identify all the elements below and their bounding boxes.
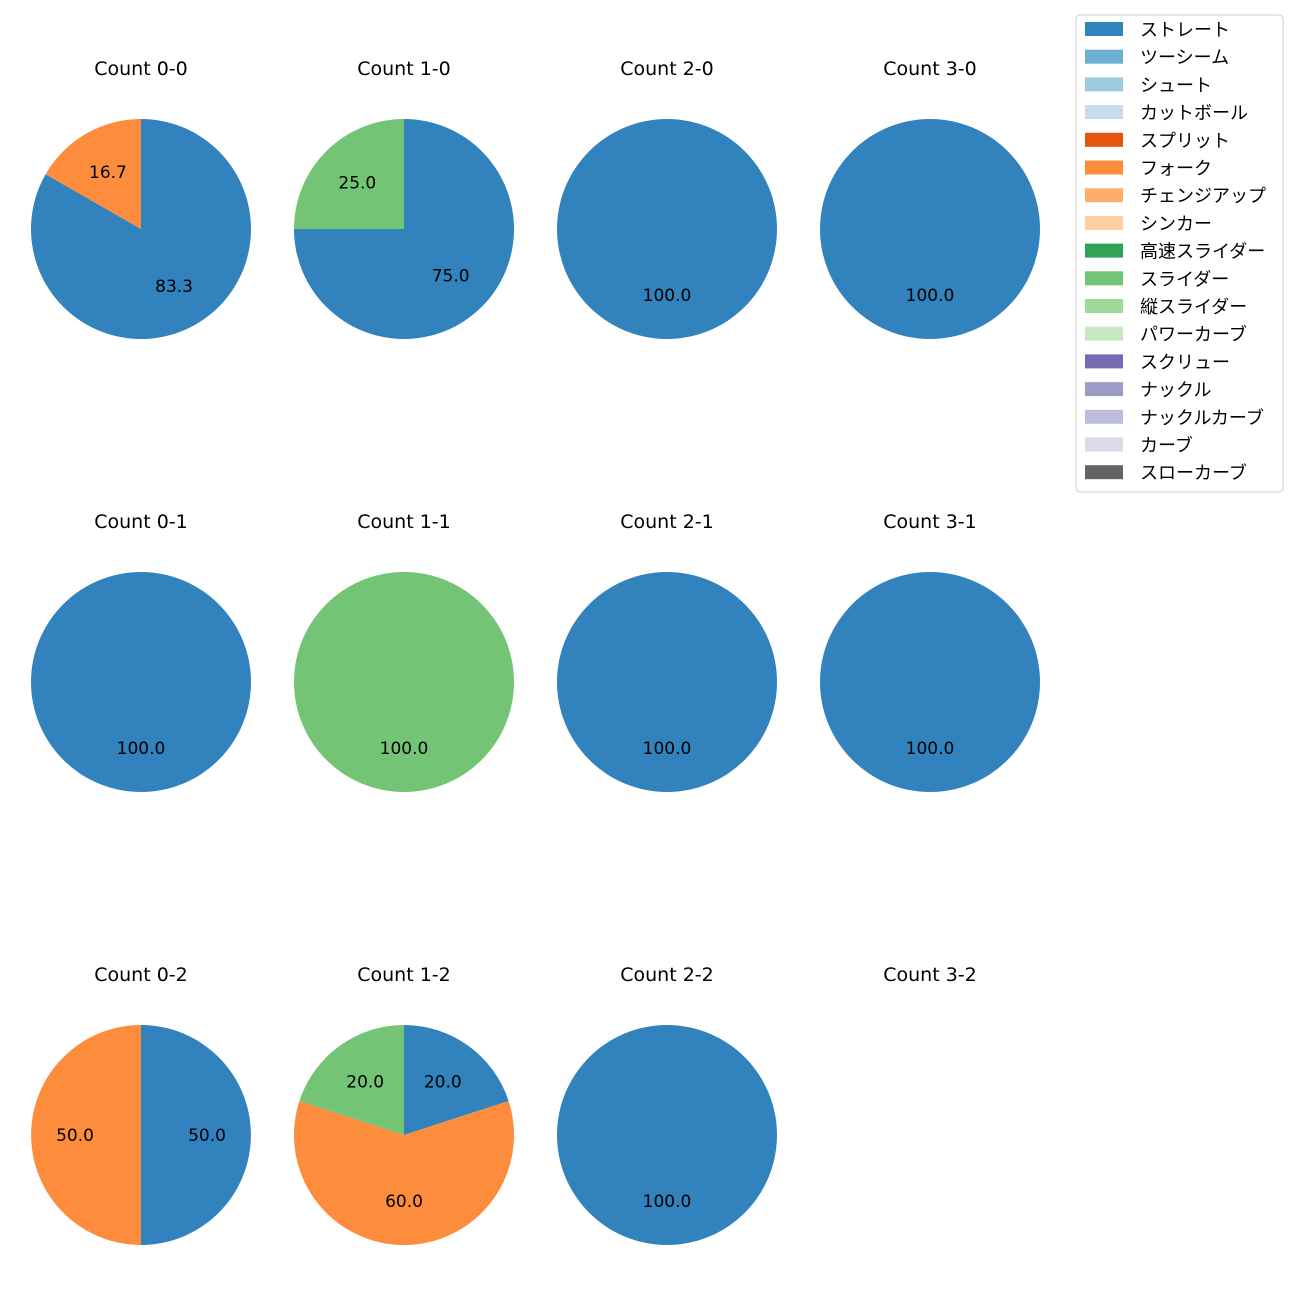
legend-swatch — [1085, 49, 1123, 64]
slice-label: 50.0 — [188, 1126, 226, 1146]
chart-title: Count 1-0 — [357, 58, 451, 80]
chart-title: Count 0-0 — [94, 58, 188, 80]
chart-title: Count 2-2 — [620, 964, 714, 986]
legend-label: スライダー — [1140, 269, 1229, 290]
legend-label: 縦スライダー — [1140, 297, 1247, 318]
slice-label: 75.0 — [432, 267, 470, 287]
pie-slice — [820, 119, 1040, 339]
chart-title: Count 2-1 — [620, 511, 714, 533]
pie-chart-4: Count 3-0 100.0 — [820, 58, 1040, 339]
legend-swatch — [1085, 188, 1123, 203]
legend-swatch — [1085, 243, 1123, 258]
pie-slice — [45, 119, 141, 229]
legend-swatch — [1085, 409, 1123, 424]
legend: ストレートツーシームシュートカットボールスプリットフォークチェンジアップシンカー… — [1075, 14, 1284, 493]
pie-slice — [293, 1101, 514, 1245]
chart-title: Count 0-2 — [94, 964, 188, 986]
chart-title: Count 3-1 — [883, 511, 977, 533]
pie-chart-1: Count 0-0 83.3 16.7 — [31, 58, 252, 339]
pie-chart-3: Count 2-0 100.0 — [557, 58, 777, 339]
legend-swatch — [1085, 215, 1123, 230]
chart-title: Count 1-2 — [357, 964, 451, 986]
pie-slice — [31, 572, 251, 792]
legend-label: パワーカーブ — [1140, 324, 1247, 346]
slice-label: 100.0 — [906, 739, 955, 759]
slice-label: 60.0 — [385, 1192, 423, 1212]
legend-swatch — [1085, 326, 1123, 341]
slice-label: 20.0 — [346, 1073, 384, 1093]
legend-label: チェンジアップ — [1140, 186, 1266, 207]
legend-swatch — [1085, 132, 1123, 147]
legend-label: スプリット — [1140, 131, 1230, 152]
slice-label: 16.7 — [89, 163, 127, 183]
legend-swatch — [1085, 465, 1123, 480]
slice-label: 25.0 — [338, 173, 376, 193]
slice-label: 100.0 — [380, 739, 429, 759]
legend-swatch — [1085, 299, 1123, 313]
legend-label: ツーシーム — [1140, 48, 1229, 69]
chart-title: Count 3-2 — [883, 964, 977, 986]
chart-title: Count 0-1 — [94, 511, 188, 533]
legend-label: 高速スライダー — [1140, 242, 1265, 263]
slice-label: 100.0 — [643, 739, 692, 759]
pie-slice — [404, 1025, 509, 1135]
pie-chart-6: Count 1-1 100.0 — [294, 511, 514, 792]
legend-label: カットボール — [1140, 103, 1248, 124]
chart-title: Count 3-0 — [883, 58, 977, 80]
legend-swatch — [1085, 22, 1123, 36]
legend-swatch — [1085, 77, 1123, 92]
legend-swatch — [1085, 160, 1123, 175]
legend-label: シュート — [1140, 75, 1212, 96]
pie-slice — [141, 1025, 251, 1245]
pie-slice — [31, 119, 252, 339]
slice-label: 83.3 — [155, 277, 193, 297]
pie-slice — [294, 572, 514, 792]
slice-label: 100.0 — [906, 286, 955, 306]
legend-swatch — [1085, 354, 1123, 369]
slice-label: 100.0 — [643, 286, 692, 306]
legend-frame — [1075, 14, 1284, 493]
legend-swatch — [1085, 437, 1123, 452]
legend-label: シンカー — [1140, 214, 1212, 235]
pie-slice — [294, 119, 404, 229]
pie-slice — [299, 1025, 404, 1135]
pie-chart-9: Count 0-2 50.0 50.0 — [31, 964, 251, 1245]
legend-label: ナックル — [1140, 380, 1211, 401]
legend-label: スローカーブ — [1140, 462, 1247, 484]
legend-label: スクリュー — [1140, 352, 1230, 373]
pie-chart-7: Count 2-1 100.0 — [557, 511, 777, 792]
chart-title: Count 1-1 — [357, 511, 451, 533]
pie-chart-8: Count 3-1 100.0 — [820, 511, 1040, 792]
slice-label: 100.0 — [643, 1192, 692, 1212]
pie-chart-2: Count 1-0 75.0 25.0 — [294, 58, 514, 339]
pie-slice — [557, 1025, 777, 1245]
pie-chart-10: Count 1-2 20.0 60.0 20.0 — [293, 964, 514, 1245]
pie-chart-11: Count 2-2 100.0 — [557, 964, 777, 1245]
pie-chart-5: Count 0-1 100.0 — [31, 511, 251, 792]
slice-label: 20.0 — [424, 1073, 462, 1093]
pie-slice — [557, 119, 777, 339]
legend-label: カーブ — [1140, 435, 1193, 457]
legend-label: フォーク — [1140, 159, 1212, 180]
pie-slice — [31, 1025, 141, 1245]
pie-slice — [557, 572, 777, 792]
legend-swatch — [1085, 382, 1123, 397]
chart-title: Count 2-0 — [620, 58, 714, 80]
slice-label: 50.0 — [56, 1126, 94, 1146]
pie-chart-12: Count 3-2 — [883, 964, 977, 986]
legend-label: ナックルカーブ — [1140, 407, 1264, 429]
legend-swatch — [1085, 105, 1123, 120]
pie-slice — [820, 572, 1040, 792]
legend-label: ストレート — [1140, 20, 1230, 41]
legend-swatch — [1085, 271, 1123, 286]
slice-label: 100.0 — [117, 739, 166, 759]
